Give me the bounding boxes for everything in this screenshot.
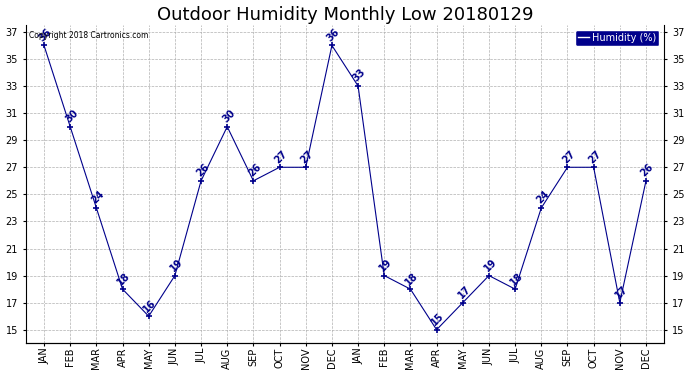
Text: 26: 26 (639, 162, 656, 178)
Text: 24: 24 (534, 189, 551, 206)
Title: Outdoor Humidity Monthly Low 20180129: Outdoor Humidity Monthly Low 20180129 (157, 6, 533, 24)
Text: 33: 33 (351, 67, 368, 84)
Text: 19: 19 (168, 257, 184, 273)
Text: 30: 30 (63, 108, 80, 124)
Text: 18: 18 (404, 270, 420, 287)
Text: 30: 30 (220, 108, 237, 124)
Text: 27: 27 (560, 148, 577, 165)
Text: 19: 19 (377, 257, 394, 273)
Text: 18: 18 (508, 270, 525, 287)
Legend: Humidity (%): Humidity (%) (575, 30, 660, 46)
Text: 27: 27 (299, 148, 315, 165)
Text: 36: 36 (37, 27, 54, 43)
Text: 19: 19 (482, 257, 499, 273)
Text: 36: 36 (325, 27, 342, 43)
Text: 26: 26 (194, 162, 210, 178)
Text: 16: 16 (141, 297, 159, 314)
Text: 24: 24 (90, 189, 106, 206)
Text: 26: 26 (246, 162, 263, 178)
Text: 17: 17 (613, 284, 629, 300)
Text: 27: 27 (273, 148, 289, 165)
Text: Copyright 2018 Cartronics.com: Copyright 2018 Cartronics.com (29, 32, 148, 40)
Text: 17: 17 (456, 284, 473, 300)
Text: 15: 15 (430, 311, 446, 328)
Text: 27: 27 (586, 148, 603, 165)
Text: 18: 18 (116, 270, 132, 287)
